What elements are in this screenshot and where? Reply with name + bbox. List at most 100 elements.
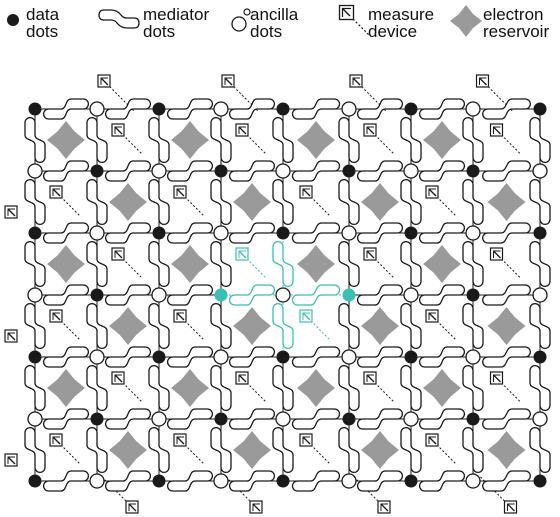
data-dot	[276, 474, 290, 488]
legend-electron-reservoir: electron reservoir	[449, 4, 560, 48]
electron-reservoir	[233, 307, 271, 345]
mediator-dot	[482, 98, 531, 120]
data-dot	[214, 288, 228, 302]
ancilla-dot	[403, 411, 419, 427]
measure-device	[425, 185, 439, 199]
readout-line	[101, 476, 133, 508]
measure-device	[299, 433, 313, 447]
mediator-dot	[43, 98, 89, 120]
mediator-dot	[291, 160, 341, 182]
measure-device	[363, 123, 377, 137]
mediator-dot	[105, 470, 151, 492]
mediator-dot	[462, 427, 484, 473]
electron-reservoir	[487, 183, 526, 221]
mediator-dot	[482, 470, 531, 492]
mediator-dot	[86, 179, 108, 225]
data-dot	[90, 412, 104, 426]
electron-reservoir	[487, 307, 526, 345]
measure-device	[349, 74, 363, 88]
ancilla-dot	[275, 163, 291, 179]
legend-data-dots-label: data dots	[26, 5, 60, 41]
mediator-dot	[24, 241, 46, 287]
mediator-dot	[229, 346, 275, 368]
data-dot	[28, 350, 42, 364]
mediator-dot-icon	[98, 9, 140, 29]
mediator-dot	[167, 160, 213, 182]
mediator-dot	[272, 241, 294, 287]
mediator-dot	[43, 470, 89, 492]
measure-device	[111, 123, 125, 137]
measure-device	[489, 123, 504, 137]
mediator-dot	[419, 98, 465, 120]
mediator-dot	[229, 160, 275, 182]
mediator-dot	[462, 241, 484, 287]
ancilla-dot	[151, 163, 167, 179]
ancilla-dot	[27, 163, 43, 179]
mediator-dot	[357, 470, 403, 492]
ancilla-dot	[275, 411, 291, 427]
mediator-dot	[24, 179, 46, 225]
ancilla-dot	[403, 287, 419, 303]
ancilla-dot	[465, 225, 481, 241]
electron-reservoir	[109, 183, 147, 221]
mediator-dot	[167, 470, 213, 492]
ancilla-dot	[89, 473, 105, 489]
mediator-dot	[86, 427, 108, 473]
mediator-dot	[148, 241, 170, 287]
mediator-dot	[148, 427, 170, 473]
electron-reservoir	[423, 245, 461, 283]
measure-device	[377, 500, 391, 514]
measure-device	[221, 74, 235, 88]
electron-reservoir	[361, 307, 399, 345]
measure-device-icon	[338, 4, 371, 37]
mediator-dot	[482, 408, 531, 430]
mediator-dot	[86, 117, 108, 163]
mediator-dot	[291, 284, 341, 306]
ancilla-dot	[27, 287, 43, 303]
measure-device	[111, 371, 125, 385]
mediator-dot	[229, 408, 275, 430]
data-dot	[404, 350, 418, 364]
ancilla-dot	[89, 349, 105, 365]
data-dot	[466, 164, 480, 178]
data-dot	[404, 226, 418, 240]
mediator-dot	[105, 408, 151, 430]
readout-line	[353, 476, 385, 508]
ancilla-dot	[27, 411, 43, 427]
measure-device	[363, 371, 377, 385]
mediator-dot	[400, 117, 422, 163]
measure-device	[235, 123, 249, 137]
data-dot	[342, 288, 356, 302]
measure-device	[173, 433, 187, 447]
ancilla-dot	[403, 163, 419, 179]
measure-device	[111, 247, 125, 261]
measure-device	[4, 453, 18, 467]
mediator-dot	[167, 98, 213, 120]
data-dot	[152, 350, 166, 364]
ancilla-dot	[465, 101, 481, 117]
readout-line	[225, 476, 257, 508]
mediator-dot	[482, 346, 531, 368]
ancilla-dot	[151, 287, 167, 303]
mediator-dot	[105, 222, 151, 244]
mediator-dot	[529, 303, 551, 349]
mediator-dot	[400, 303, 422, 349]
legend-mediator-dots: mediator dots	[97, 4, 227, 48]
data-dot	[276, 350, 290, 364]
data-dot	[28, 474, 42, 488]
data-dot	[276, 102, 290, 116]
mediator-dot	[210, 365, 232, 411]
mediator-dot	[400, 365, 422, 411]
electron-reservoir	[47, 245, 85, 283]
measure-device	[363, 247, 377, 261]
electron-reservoir	[171, 245, 209, 283]
measure-device	[249, 500, 263, 514]
ancilla-dot	[341, 225, 357, 241]
mediator-dot	[529, 241, 551, 287]
mediator-dot	[529, 365, 551, 411]
mediator-dot	[43, 346, 89, 368]
legend: data dots mediator dots ancilla dots mea…	[0, 0, 560, 50]
ancilla-dot	[341, 349, 357, 365]
legend-ancilla-dots: ancilla dots	[230, 4, 325, 48]
mediator-dot	[338, 365, 360, 411]
